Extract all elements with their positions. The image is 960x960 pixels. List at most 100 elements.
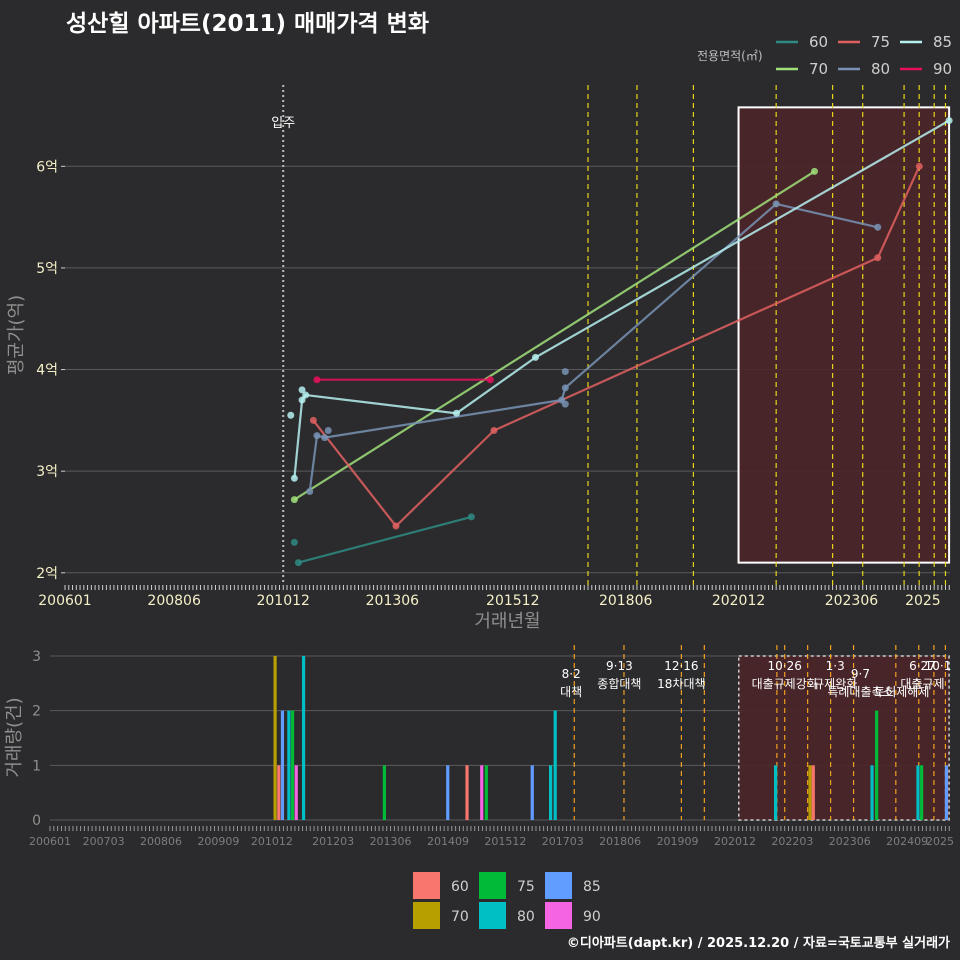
price-legend-label-85: 85 [933, 33, 952, 51]
volume-y-tick-label: 0 [32, 813, 41, 829]
volume-bar-80 [287, 710, 291, 820]
price-point-75 [915, 162, 923, 170]
volume-highlight-box [738, 655, 950, 821]
price-point-75 [392, 522, 400, 530]
price-legend-label-90: 90 [933, 60, 952, 78]
volume-x-tick-label: 201203 [312, 835, 354, 848]
policy-annotation-label: 토허제해제 [874, 685, 929, 699]
price-x-tick-label: 201806 [599, 593, 653, 609]
price-y-tick-label: 2억 [36, 566, 58, 582]
volume-bar-80 [916, 765, 920, 820]
volume-bar-75 [484, 765, 488, 820]
price-point-75 [874, 254, 882, 262]
price-point-85 [302, 391, 310, 399]
volume-x-tick-label: 200703 [83, 835, 125, 848]
volume-bar-75 [920, 765, 924, 820]
price-point-60 [294, 559, 302, 567]
volume-bar-80 [301, 655, 306, 820]
policy-annotation-label: 18차대책 [657, 676, 705, 691]
price-y-tick-label: 3억 [36, 464, 58, 480]
volume-x-tick-label: 201306 [370, 835, 412, 848]
volume-x-tick-label: 201909 [657, 835, 699, 848]
policy-annotation-label: 종합대책 [597, 676, 641, 691]
volume-bar-75 [382, 765, 386, 820]
price-x-axis-title: 거래년월 [474, 611, 540, 632]
price-legend-label-70: 70 [809, 60, 828, 78]
volume-legend-label-85: 85 [583, 879, 601, 895]
price-point-85 [298, 396, 306, 404]
policy-annotation-date: 10·1 [925, 659, 952, 673]
price-point-75 [490, 427, 498, 435]
volume-x-tick-label: 201012 [251, 835, 293, 848]
credit-text: ©디아파트(dapt.kr) / 2025.12.20 / 자료=국토교통부 실… [566, 936, 950, 951]
volume-x-tick-label: 201703 [542, 835, 584, 848]
price-point-60 [467, 513, 475, 521]
policy-annotation-label: 규제완화 [813, 677, 857, 691]
policy-annotation-date: 6·27 [909, 659, 936, 673]
volume-x-tick-label: 202409 [886, 835, 928, 848]
volume-legend-label-90: 90 [583, 909, 601, 925]
volume-x-tick-label: 202012 [714, 835, 756, 848]
volume-legend-label-75: 75 [517, 879, 535, 895]
volume-bar-85 [280, 710, 285, 820]
price-x-tick-label: 2025 [905, 593, 941, 609]
volume-x-tick-label: 200806 [140, 835, 182, 848]
volume-legend-key-85 [545, 872, 572, 899]
move-in-label: 입주 [271, 116, 295, 131]
volume-x-tick-label: 200601 [29, 835, 71, 848]
volume-x-tick-label: 201512 [484, 835, 526, 848]
volume-y-tick-label: 1 [32, 758, 41, 774]
price-point-75 [309, 416, 317, 424]
volume-bar-80 [774, 765, 778, 820]
volume-bar-80 [870, 765, 874, 820]
price-point-85 [945, 117, 953, 125]
volume-legend-label-70: 70 [451, 909, 469, 925]
policy-annotation-date: 9·13 [606, 659, 633, 673]
price-series-70-line [293, 170, 816, 501]
policy-annotation-date: 8·2 [562, 667, 581, 681]
price-y-tick-label: 4억 [36, 363, 58, 379]
volume-legend-key-75 [479, 872, 506, 899]
price-point-90 [313, 376, 321, 384]
price-x-tick-label: 200601 [38, 593, 91, 609]
volume-bar-70 [273, 655, 277, 820]
volume-bar-90 [480, 765, 484, 820]
price-point-85 [298, 386, 306, 394]
volume-bar-85 [530, 765, 534, 820]
volume-legend-label-60: 60 [451, 879, 469, 895]
volume-legend-key-80 [479, 902, 506, 929]
volume-x-tick-label: 201409 [427, 835, 469, 848]
price-point-80 [321, 434, 329, 442]
price-point-90 [486, 376, 494, 384]
policy-annotation-date: 12·16 [664, 659, 698, 673]
price-legend-label-60: 60 [809, 33, 828, 51]
volume-bar-90 [294, 765, 298, 820]
volume-y-axis-title: 거래량(건) [4, 697, 25, 777]
price-point-70 [290, 496, 298, 504]
price-x-tick-label: 202306 [825, 593, 879, 609]
price-point-60 [290, 538, 298, 546]
price-series-85-line [293, 119, 950, 479]
price-legend-label-80: 80 [871, 60, 890, 78]
volume-x-tick-label: 202306 [829, 835, 871, 848]
price-point-85 [452, 409, 460, 417]
price-x-tick-label: 202012 [712, 593, 765, 609]
volume-bar-75 [290, 710, 295, 820]
price-legend-label-75: 75 [871, 33, 890, 51]
volume-legend-key-60 [413, 872, 440, 899]
volume-bar-60 [811, 765, 815, 820]
price-y-tick-label: 5억 [36, 261, 58, 277]
policy-annotation-label: 대책 [560, 684, 582, 699]
price-point-80 [874, 223, 882, 231]
volume-legend-key-70 [413, 902, 440, 929]
policy-annotation-date: 9·7 [851, 667, 870, 681]
price-point-80 [561, 368, 569, 376]
price-x-tick-label: 201306 [366, 593, 420, 609]
price-y-axis-title: 평균가(억) [6, 295, 27, 375]
volume-bar-80 [553, 710, 557, 820]
volume-bar-75 [875, 710, 879, 820]
price-point-85 [290, 474, 298, 482]
price-point-80 [306, 488, 314, 496]
price-y-tick-label: 6억 [36, 159, 58, 175]
